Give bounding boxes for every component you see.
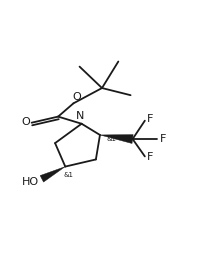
Text: F: F — [147, 114, 154, 124]
Polygon shape — [100, 135, 133, 144]
Text: F: F — [160, 134, 166, 144]
Text: F: F — [147, 152, 154, 162]
Text: N: N — [76, 111, 84, 121]
Text: &1: &1 — [63, 172, 73, 178]
Text: &1: &1 — [107, 136, 117, 142]
Text: O: O — [21, 117, 30, 127]
Text: O: O — [72, 92, 81, 102]
Polygon shape — [40, 167, 65, 182]
Text: HO: HO — [21, 178, 39, 187]
